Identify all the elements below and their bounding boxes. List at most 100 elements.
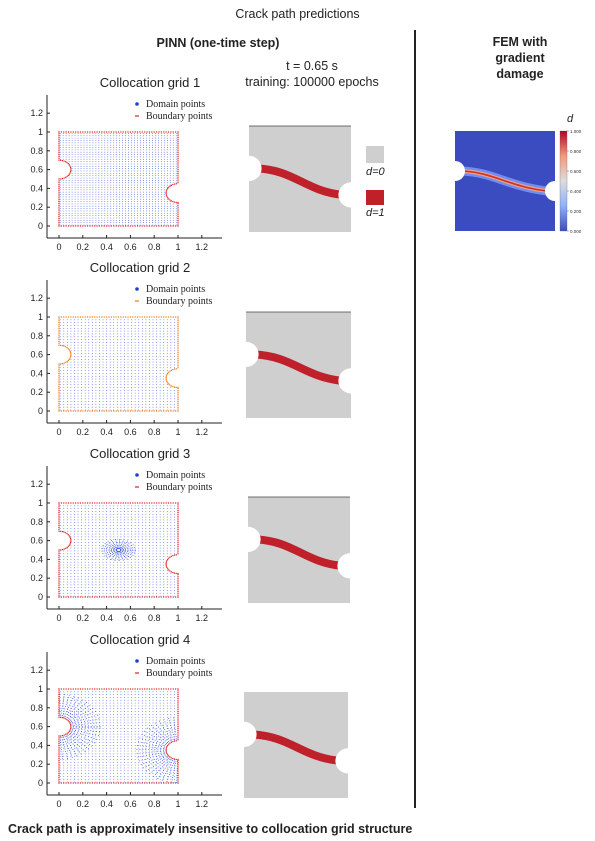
y-tick-label: 0.4 (30, 368, 43, 378)
grid-1-title: Collocation grid 1 (99, 75, 201, 90)
x-tick-label: 1 (175, 427, 180, 437)
domain-points-marker (135, 659, 139, 663)
section-divider (414, 30, 416, 808)
damage-panel-2 (233, 311, 364, 418)
x-tick-label: 0.6 (124, 613, 137, 623)
grid-3-title: Collocation grid 3 (89, 446, 191, 461)
right-notch (337, 553, 363, 579)
y-tick-label: 1 (38, 684, 43, 694)
x-tick-label: 1 (175, 613, 180, 623)
grid-4-title: Collocation grid 4 (89, 632, 191, 647)
y-tick-label: 0.6 (30, 165, 43, 175)
boundary-points-label: Boundary points (146, 111, 212, 122)
colorbar-gradient (559, 130, 568, 232)
damage-panel-1 (236, 125, 364, 232)
y-tick-label: 0.6 (30, 350, 43, 360)
x-tick-label: 1.2 (196, 613, 209, 623)
domain-points-label: Domain points (146, 99, 205, 110)
fem-heading-line2: gradient damage (495, 51, 545, 81)
collocation-plot-1: 0 0.2 0.4 0.6 0.8 1 1.2 0 0.2 0.4 0.6 0.8 1 1.2 Domain… (30, 95, 222, 252)
x-tick-label: 0.2 (77, 427, 90, 437)
y-tick-label: 1.2 (30, 665, 43, 675)
y-tick-label: 0.8 (30, 146, 43, 156)
x-tick-label: 0.4 (100, 613, 113, 623)
fem-heading: FEM with gradient damage (470, 34, 570, 82)
colorbar-label: d (567, 113, 574, 125)
d0-swatch (366, 146, 384, 163)
domain-points-marker (135, 473, 139, 477)
fem-panel (445, 131, 565, 231)
x-tick-label: 0.4 (100, 799, 113, 809)
domain-points (59, 133, 177, 226)
collocation-plot-3: 0 0.2 0.4 0.6 0.8 1 1.2 0 0.2 0.4 0.6 0.8 1 1.2 Domain… (30, 466, 222, 623)
left-notch (233, 341, 259, 367)
figure-title: Crack path predictions (235, 7, 360, 21)
training-label: training: 100000 epochs (245, 75, 379, 89)
x-tick-label: 0.6 (124, 799, 137, 809)
colorbar-tick-label: 0.000 (570, 229, 582, 234)
y-tick-label: 0.2 (30, 387, 43, 397)
x-tick-label: 1.2 (196, 427, 209, 437)
domain-points-label: Domain points (146, 284, 205, 295)
colorbar-tick-label: 0.600 (570, 169, 582, 174)
y-tick-label: 1 (38, 498, 43, 508)
fem-left-notch (445, 161, 465, 181)
y-tick-label: 0.6 (30, 536, 43, 546)
x-tick-label: 0.8 (148, 799, 161, 809)
fem-crack-core (462, 170, 548, 192)
boundary-points (58, 502, 179, 598)
d1-swatch (366, 190, 384, 205)
colorbar-tick-label: 1.000 (570, 129, 582, 134)
domain-points (58, 691, 178, 783)
y-tick-label: 0.6 (30, 722, 43, 732)
left-notch (235, 526, 261, 553)
damage-fields-layer: d=0 d=1 (231, 125, 386, 798)
boundary-points-label: Boundary points (146, 668, 212, 679)
x-tick-label: 1.2 (196, 799, 209, 809)
x-tick-label: 0.8 (148, 427, 161, 437)
y-tick-label: 1.2 (30, 479, 43, 489)
right-notch (338, 182, 364, 208)
y-tick-label: 0 (38, 221, 43, 231)
y-tick-label: 0.2 (30, 759, 43, 769)
y-tick-label: 0.8 (30, 703, 43, 713)
crack-path (257, 164, 344, 199)
boundary-points (58, 316, 179, 412)
y-tick-label: 0.8 (30, 331, 43, 341)
y-tick-label: 0.4 (30, 554, 43, 564)
time-training-label: t = 0.65 s training: 100000 epochs (232, 58, 392, 90)
y-tick-label: 1 (38, 312, 43, 322)
boundary-points (58, 131, 179, 227)
x-tick-label: 0 (56, 427, 61, 437)
x-tick-label: 0.4 (100, 427, 113, 437)
x-tick-label: 0.4 (100, 242, 113, 252)
x-tick-label: 1 (175, 799, 180, 809)
domain-points-label: Domain points (146, 470, 205, 481)
x-tick-label: 0.8 (148, 242, 161, 252)
d0-label: d=0 (366, 166, 386, 178)
y-tick-label: 0.4 (30, 740, 43, 750)
boundary-points-label: Boundary points (146, 296, 212, 307)
grid-2-title: Collocation grid 2 (89, 260, 191, 275)
right-notch (338, 368, 364, 394)
domain-points-marker (135, 102, 139, 106)
y-tick-label: 0.2 (30, 573, 43, 583)
x-tick-label: 0 (56, 613, 61, 623)
x-tick-label: 1 (175, 242, 180, 252)
fem-field-layer: d 1.000 0.800 0.600 0.400 0.200 0.000 (445, 113, 582, 234)
y-tick-label: 1.2 (30, 293, 43, 303)
d1-label: d=1 (366, 207, 385, 219)
x-tick-label: 0.6 (124, 427, 137, 437)
crack-path (252, 730, 341, 765)
y-tick-label: 1.2 (30, 108, 43, 118)
scatter-plots-layer: 0 0.2 0.4 0.6 0.8 1 1.2 0 0.2 0.4 0.6 0.8 1 1.2 Domain… (30, 95, 222, 809)
x-tick-label: 0.6 (124, 242, 137, 252)
damage-panel-3 (235, 496, 363, 603)
x-tick-label: 0.2 (77, 242, 90, 252)
x-tick-label: 0 (56, 799, 61, 809)
damage-panel-4 (231, 692, 361, 798)
